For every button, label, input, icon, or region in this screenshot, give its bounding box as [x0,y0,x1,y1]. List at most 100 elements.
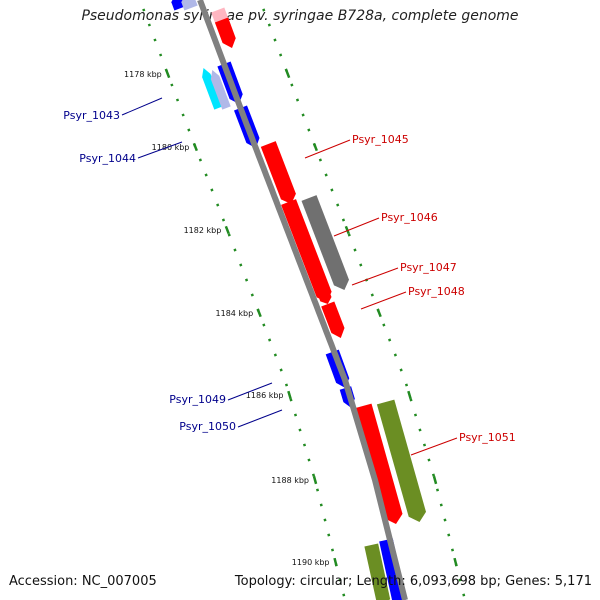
gene-label[interactable]: Psyr_1048 [408,285,465,298]
track-dot [293,413,298,417]
kbp-tick-label: 1182 kbp [184,226,222,235]
gene-label[interactable]: Psyr_1045 [352,133,409,146]
track-dot [347,233,351,237]
track-dot [318,158,322,162]
gene-label[interactable]: Psyr_1047 [400,261,457,274]
gene-feature-gray[interactable] [301,195,350,290]
track-dot [330,188,334,192]
track-dot [301,113,305,117]
track-dot [273,353,277,357]
track-dot [450,548,455,552]
track-dot [302,443,307,447]
track-dot [267,23,271,27]
gene-feature-psyr-1045[interactable] [260,141,296,204]
kbp-tick-label: 1190 kbp [292,558,330,567]
track-dot [284,383,289,387]
gene-label-leader [237,409,283,428]
track-dot [204,173,208,177]
kbp-tick-mark-outer [285,69,291,79]
gene-labels: Psyr_1043 Psyr_1044 Psyr_1045 Psyr_1046 Psyr… [63,97,516,456]
gene-label-leader [227,382,273,401]
gene-label-leader [121,97,163,116]
kbp-tick-label: 1178 kbp [124,70,162,79]
kbp-tick-mark [312,475,318,485]
gene-features [171,0,426,600]
track-dot [244,278,249,282]
kbp-tick-mark-outer [407,390,412,400]
gene-feature-partial[interactable] [364,543,391,600]
gene-feature-partial[interactable] [214,17,236,49]
genome-backbone [197,0,408,600]
track-dot [418,428,422,432]
track-dot [147,23,151,27]
kbp-tick-mark [256,308,262,318]
track-dot [153,38,157,42]
kbp-tick-mark-outer [453,557,458,567]
track-dot [330,548,335,552]
track-dot [435,488,440,492]
track-dot [443,518,447,522]
track-dot [216,203,220,207]
track-dot [239,263,243,267]
topology-summary: Topology: circular; Length: 6,093,698 bp… [234,574,592,589]
track-dot [142,8,146,12]
gene-feature-psyr-1046[interactable] [281,199,332,302]
track-dot [268,338,272,342]
kbp-tick-mark-outer [432,475,438,485]
gene-label-leader [333,217,380,237]
track-dot [409,398,413,402]
track-dot [404,383,409,387]
track-dot [262,8,266,12]
track-dot [359,263,363,267]
track-dot [262,323,266,327]
kbp-tick-label: 1180 kbp [152,143,190,152]
gene-label[interactable]: Psyr_1051 [459,431,516,444]
kbp-tick-mark [287,390,292,400]
track-dot [250,293,254,297]
track-dot [393,353,397,357]
gene-feature-psyr-1047[interactable] [317,289,332,304]
track-dot [323,518,327,522]
track-dot [181,113,185,117]
track-dot [298,428,302,432]
kbp-tick-label: 1184 kbp [216,309,254,318]
track-dot [353,248,357,252]
track-dot [210,188,214,192]
gene-label-leader [351,267,399,286]
track-dot [295,98,300,102]
map-title: Pseudomonas syringae pv. syringae B728a,… [81,8,519,24]
kbp-tick-mark-outer [376,308,382,318]
kbp-tick-mark-outer [344,225,350,235]
track-dot [439,503,443,507]
gene-feature-psyr-1048[interactable] [321,301,345,339]
gene-feature-partial[interactable] [181,0,198,11]
gene-feature-small[interactable] [202,68,223,110]
track-dot [327,533,331,537]
gene-label[interactable]: Psyr_1049 [169,393,226,406]
track-dot [422,443,427,447]
gene-label[interactable]: Psyr_1044 [79,152,136,165]
track-dot [311,473,316,477]
track-dot [170,83,174,87]
accession-text: Accession: NC_007005 [9,574,157,589]
gene-feature-psyr-1051[interactable] [354,403,403,524]
gene-feature-small[interactable] [210,70,231,110]
gene-feature-olive[interactable] [376,399,426,522]
track-dot [289,398,293,402]
track-dot [290,83,294,87]
gene-label[interactable]: Psyr_1046 [381,211,438,224]
track-dot [279,368,283,372]
kbp-tick-label: 1188 kbp [271,476,309,485]
track-dot [324,173,328,177]
gene-label[interactable]: Psyr_1043 [63,109,120,122]
gene-label[interactable]: Psyr_1050 [179,420,236,433]
track-dot [159,53,163,57]
track-dot [427,458,431,462]
track-dot [175,98,180,102]
track-dot [458,578,462,582]
track-dot [399,368,403,372]
track-dot [462,593,466,597]
kbp-tick-label: 1186 kbp [246,391,284,400]
track-dot [388,338,392,342]
